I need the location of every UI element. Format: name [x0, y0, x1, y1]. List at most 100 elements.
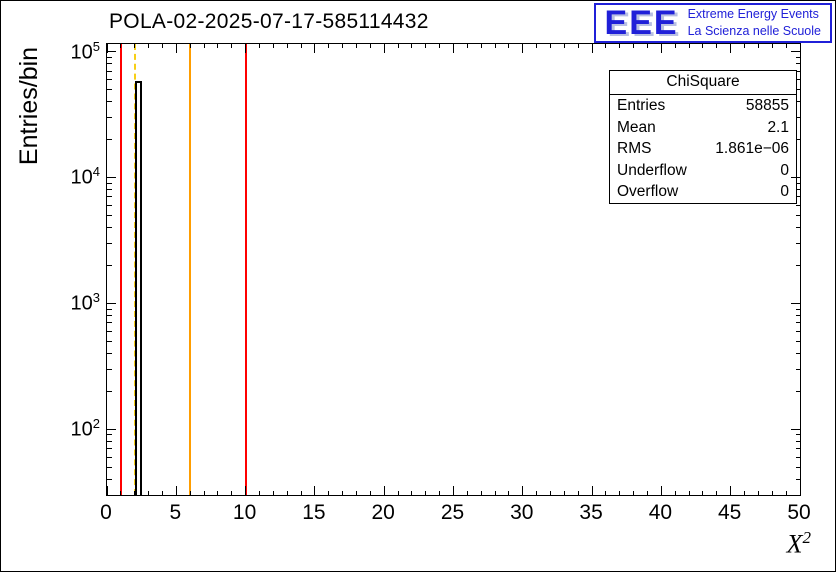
x-tick-top	[674, 44, 676, 48]
y-minor-tick	[107, 182, 112, 184]
stat-value: 0	[780, 183, 789, 200]
y-minor-tick-right	[795, 116, 800, 118]
y-tick-right	[791, 51, 800, 53]
stat-label: Mean	[617, 118, 656, 136]
x-tick-top	[453, 44, 454, 53]
x-tick-top	[355, 44, 357, 48]
stat-row: Entries 58855	[610, 95, 796, 117]
x-tick-top	[522, 44, 524, 53]
y-minor-tick	[107, 116, 112, 118]
x-tick	[369, 491, 371, 495]
x-tick-top	[480, 44, 482, 48]
x-tick-label: 45	[718, 501, 742, 524]
x-tick-top	[342, 44, 344, 48]
y-minor-tick	[107, 315, 112, 317]
x-tick-top	[369, 44, 371, 48]
stat-value: 0	[780, 161, 789, 179]
x-tick	[231, 491, 233, 495]
x-tick	[397, 491, 399, 495]
y-minor-tick	[107, 196, 112, 198]
x-tick	[189, 491, 191, 495]
y-minor-tick-right	[795, 322, 800, 324]
x-tick-top	[550, 44, 552, 48]
y-tick-label: 103	[70, 290, 100, 315]
x-tick-top	[563, 44, 565, 48]
y-minor-tick	[107, 79, 112, 81]
y-minor-tick-right	[795, 204, 800, 206]
y-minor-tick	[107, 368, 112, 370]
y-minor-tick	[107, 330, 112, 332]
x-tick-top	[744, 44, 746, 48]
stat-value: 2.1	[767, 118, 789, 136]
y-minor-tick	[107, 390, 112, 392]
y-minor-tick	[107, 456, 112, 458]
y-minor-tick-right	[795, 196, 800, 198]
stat-label: Underflow	[617, 161, 687, 179]
x-tick	[272, 491, 274, 495]
x-tick	[120, 491, 122, 495]
y-minor-tick	[107, 204, 112, 206]
x-tick	[550, 491, 552, 495]
y-minor-tick	[107, 322, 112, 324]
x-tick-top	[647, 44, 649, 48]
x-tick-label: 20	[371, 501, 395, 524]
y-minor-tick-right	[795, 214, 800, 216]
x-tick-label: 10	[232, 501, 257, 524]
x-tick-top	[300, 44, 302, 48]
x-tick-top	[286, 44, 288, 48]
y-minor-tick	[107, 89, 112, 91]
y-minor-tick-right	[795, 227, 800, 229]
x-tick-top	[508, 44, 510, 48]
stat-row: Overflow 0	[610, 181, 796, 203]
y-minor-tick	[107, 56, 112, 58]
y-minor-tick-right	[795, 242, 800, 244]
x-tick	[605, 491, 607, 495]
y-minor-tick	[107, 434, 112, 436]
y-minor-tick-right	[795, 352, 800, 354]
y-minor-tick-right	[795, 315, 800, 317]
x-tick-top	[466, 44, 468, 48]
y-minor-tick	[107, 189, 112, 191]
x-tick	[466, 491, 468, 495]
plot-area: ChiSquare Entries 58855 Mean 2.1 RMS 1.861e−0…	[106, 43, 801, 496]
x-tick	[674, 491, 676, 495]
stat-row: RMS 1.861e−06	[610, 138, 796, 160]
stats-rows: Entries 58855 Mean 2.1 RMS 1.861e−06 Underflow…	[610, 95, 796, 203]
x-tick-top	[231, 44, 233, 48]
y-minor-tick	[107, 440, 112, 442]
x-tick	[217, 491, 219, 495]
y-minor-tick	[107, 242, 112, 244]
marker-line-x1	[119, 44, 122, 495]
stats-box-title: ChiSquare	[610, 71, 796, 95]
x-tick-top	[494, 44, 496, 48]
x-axis-title-exponent: 2	[802, 528, 812, 547]
stat-label: Entries	[617, 97, 666, 114]
y-minor-tick-right	[795, 478, 800, 480]
y-minor-tick	[107, 63, 112, 65]
y-minor-tick	[107, 478, 112, 480]
x-tick	[744, 491, 746, 495]
x-tick-top	[799, 44, 801, 53]
stat-label: Overflow	[617, 183, 679, 200]
y-minor-tick-right	[795, 101, 800, 103]
x-tick-top	[688, 44, 690, 48]
x-tick-top	[272, 44, 274, 48]
x-tick-top	[660, 44, 662, 53]
x-tick	[258, 491, 260, 495]
y-minor-tick-right	[795, 440, 800, 442]
x-tick-top	[577, 44, 579, 48]
y-tick	[107, 428, 116, 430]
eee-logo-line1: Extreme Energy Events	[687, 6, 819, 21]
x-tick-top	[605, 44, 607, 48]
x-tick	[536, 491, 538, 495]
x-tick	[702, 491, 704, 495]
x-tick-top	[633, 44, 635, 48]
stat-value: 58855	[745, 97, 789, 114]
y-minor-tick	[107, 139, 112, 141]
y-minor-tick	[107, 352, 112, 354]
x-tick-top	[619, 44, 621, 48]
y-tick-right	[791, 428, 800, 430]
x-tick	[355, 491, 357, 495]
y-minor-tick-right	[795, 466, 800, 468]
x-tick-top	[771, 44, 773, 48]
